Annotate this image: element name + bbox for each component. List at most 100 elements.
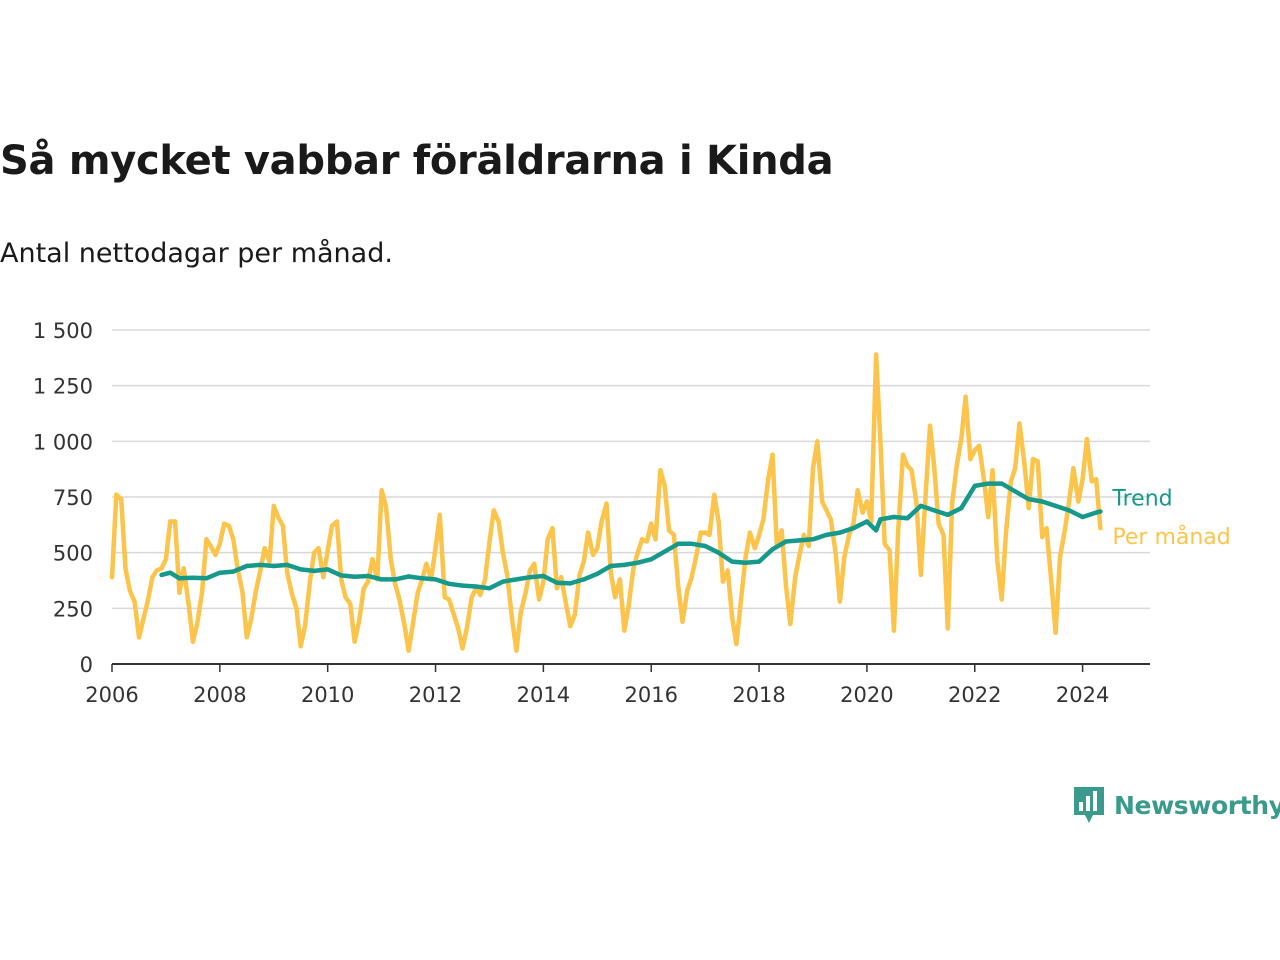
monthly-data-point bbox=[150, 575, 155, 580]
monthly-data-point bbox=[334, 519, 340, 524]
monthly-data-point bbox=[204, 537, 209, 542]
monthly-data-point bbox=[392, 581, 398, 586]
monthly-data-point bbox=[878, 439, 883, 444]
trend-data-point bbox=[873, 528, 879, 533]
x-tick-label: 2012 bbox=[409, 683, 462, 707]
monthly-data-point bbox=[680, 619, 685, 624]
trend-data-point bbox=[190, 575, 196, 580]
monthly-data-point bbox=[1071, 465, 1076, 471]
monthly-data-point bbox=[976, 443, 982, 448]
monthly-data-point bbox=[747, 530, 753, 535]
monthly-data-point bbox=[860, 510, 865, 515]
monthly-data-point bbox=[446, 597, 452, 602]
trend-data-point bbox=[770, 547, 775, 552]
monthly-data-point bbox=[945, 626, 950, 631]
monthly-data-point bbox=[415, 590, 420, 595]
monthly-data-point bbox=[820, 499, 825, 504]
monthly-data-point bbox=[1040, 534, 1045, 540]
monthly-data-point bbox=[379, 488, 384, 493]
monthly-data-point bbox=[1013, 465, 1018, 471]
monthly-data-point bbox=[505, 572, 510, 578]
y-tick-label: 750 bbox=[53, 486, 93, 510]
monthly-data-point bbox=[568, 623, 573, 629]
monthly-data-point bbox=[541, 579, 546, 584]
monthly-data-point bbox=[1084, 436, 1090, 442]
x-tick-label: 2020 bbox=[840, 683, 893, 707]
trend-data-point bbox=[608, 563, 613, 569]
monthly-data-point bbox=[631, 566, 636, 571]
monthly-data-point bbox=[666, 528, 672, 533]
monthly-data-point bbox=[240, 590, 245, 595]
monthly-data-point bbox=[766, 477, 771, 482]
trend-data-point bbox=[258, 562, 263, 568]
trend-data-point bbox=[527, 575, 533, 580]
monthly-data-point bbox=[712, 492, 717, 497]
monthly-data-point bbox=[509, 617, 515, 622]
monthly-data-point bbox=[1008, 479, 1014, 484]
monthly-data-point bbox=[720, 579, 726, 584]
monthly-data-point bbox=[433, 546, 438, 551]
trend-data-point bbox=[392, 577, 398, 582]
trend-data-point bbox=[285, 562, 290, 568]
monthly-data-point bbox=[388, 557, 393, 562]
x-tick-label: 2014 bbox=[517, 683, 570, 707]
monthly-data-point bbox=[793, 575, 798, 580]
monthly-data-point bbox=[644, 539, 650, 544]
monthly-data-point bbox=[590, 552, 596, 558]
monthly-data-point bbox=[267, 559, 272, 564]
monthly-data-point bbox=[208, 543, 213, 549]
monthly-data-point bbox=[352, 639, 357, 644]
trend-data-point bbox=[446, 581, 452, 586]
monthly-data-point bbox=[815, 439, 820, 444]
monthly-data-point bbox=[1017, 421, 1022, 426]
monthly-data-point bbox=[882, 541, 887, 546]
y-tick-label: 1 250 bbox=[33, 375, 93, 399]
x-tick-label: 2016 bbox=[624, 683, 677, 707]
monthly-data-point bbox=[981, 477, 987, 482]
trend-data-point bbox=[689, 541, 694, 546]
monthly-data-point bbox=[199, 590, 205, 595]
trend-data-point bbox=[676, 541, 681, 546]
monthly-data-point bbox=[397, 597, 402, 602]
trend-data-point bbox=[824, 532, 829, 538]
trend-data-point bbox=[1093, 510, 1099, 515]
monthly-data-point bbox=[972, 448, 977, 453]
brand-logo[interactable]: Newsworthy bbox=[1072, 785, 1280, 825]
trend-data-point bbox=[1013, 489, 1018, 494]
monthly-data-point bbox=[783, 583, 789, 589]
trend-data-point bbox=[622, 562, 627, 568]
monthly-data-point bbox=[402, 621, 407, 627]
monthly-data-point bbox=[932, 465, 937, 471]
x-tick-label: 2010 bbox=[301, 683, 354, 707]
trend-data-point bbox=[433, 577, 438, 582]
brand-name: Newsworthy bbox=[1114, 790, 1280, 820]
chart-subtitle: Antal nettodagar per månad. bbox=[0, 238, 393, 269]
trend-data-point bbox=[702, 543, 708, 549]
trend-data-point bbox=[810, 537, 816, 542]
monthly-data-point bbox=[968, 456, 973, 462]
monthly-data-point bbox=[1080, 477, 1085, 482]
trend-data-point bbox=[460, 583, 465, 588]
monthly-data-point bbox=[1057, 554, 1063, 560]
monthly-data-point bbox=[527, 568, 533, 573]
trend-data-point bbox=[419, 576, 425, 581]
trend-data-point bbox=[406, 574, 411, 579]
monthly-data-point bbox=[1066, 499, 1072, 504]
monthly-data-point bbox=[226, 523, 232, 529]
x-tick-label: 2022 bbox=[948, 683, 1001, 707]
monthly-data-point bbox=[626, 603, 631, 609]
monthly-data-point bbox=[707, 532, 712, 538]
monthly-data-point bbox=[114, 492, 119, 497]
monthly-data-point bbox=[599, 519, 604, 524]
monthly-data-point bbox=[563, 601, 569, 607]
monthly-data-point bbox=[833, 550, 838, 555]
trend-data-point bbox=[595, 571, 600, 576]
monthly-data-point bbox=[141, 617, 146, 622]
monthly-data-point bbox=[532, 561, 537, 566]
trend-data-point bbox=[986, 481, 991, 486]
trend-data-point bbox=[932, 508, 937, 513]
monthly-data-point bbox=[127, 588, 132, 593]
monthly-data-point bbox=[797, 552, 802, 558]
monthly-data-point bbox=[855, 488, 860, 493]
